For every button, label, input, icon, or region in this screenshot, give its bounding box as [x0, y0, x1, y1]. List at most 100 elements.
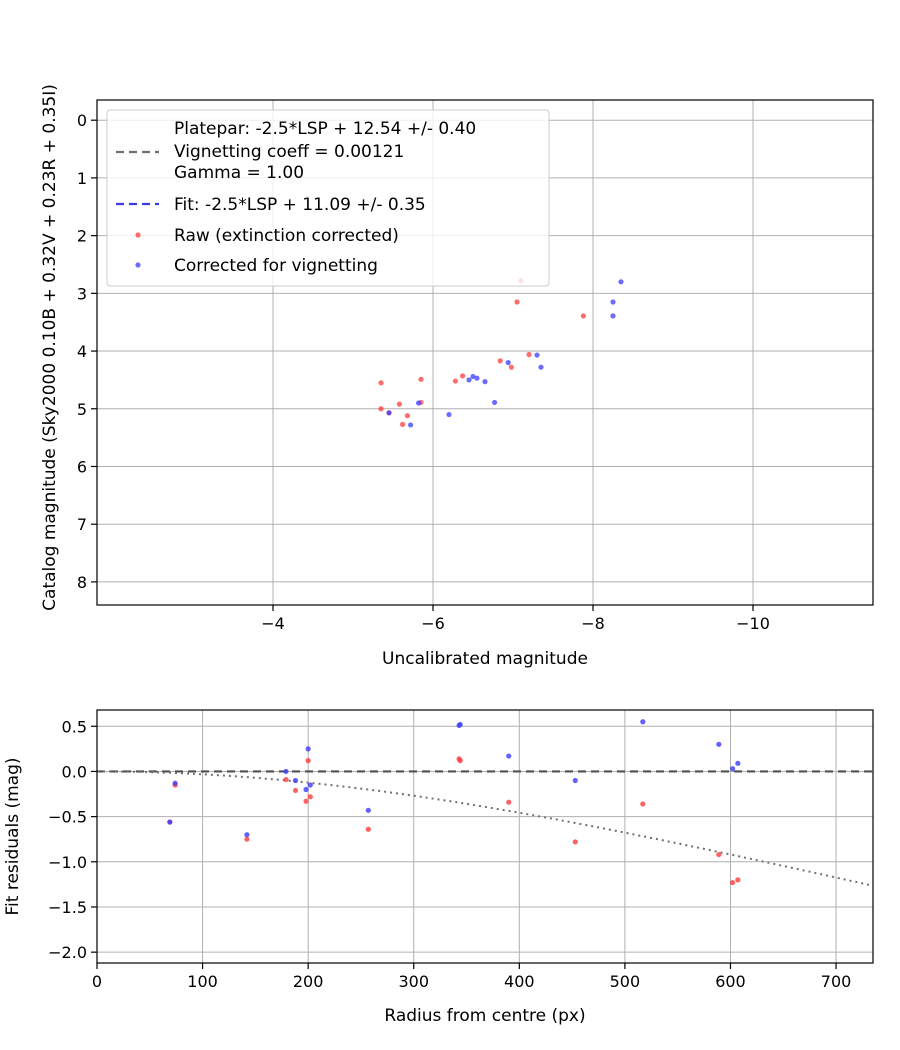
legend-label-fit: Fit: -2.5*LSP + 11.09 +/- 0.35 [174, 195, 426, 215]
corrected-point [610, 299, 616, 305]
corrected-point [492, 399, 498, 406]
top-x-tick-label: −8 [581, 614, 605, 633]
corrected-point [482, 379, 488, 385]
corrected-residual-point [172, 780, 178, 786]
bottom-y-tick-label: 0.5 [62, 717, 87, 736]
legend-label-platepar: Platepar: -2.5*LSP + 12.54 +/- 0.40 [174, 119, 476, 139]
raw-residual-point [640, 801, 646, 807]
top-y-tick-label: 1 [77, 169, 87, 188]
top-x-tick-label: −6 [421, 614, 445, 633]
top-y-tick-label: 7 [77, 515, 87, 534]
top-y-tick-label: 8 [77, 573, 87, 592]
raw-point [460, 373, 466, 379]
raw-point [418, 376, 424, 382]
corrected-residual-point [729, 766, 736, 772]
bottom-x-tick-label: 400 [504, 972, 535, 991]
bottom-x-tick-label: 0 [92, 972, 102, 991]
corrected-residual-point [305, 746, 311, 752]
corrected-residual-point [506, 753, 512, 759]
bottom-ticks: 0 100 200 300 400 500 600 700 0.5 0.0 −0.5 −1.0 −1.5… [48, 717, 851, 991]
bottom-scatter-points [167, 719, 741, 886]
corrected-residual-point [283, 768, 289, 775]
top-y-tick-label: 0 [77, 111, 87, 130]
corrected-point [446, 411, 452, 418]
corrected-residual-point [292, 777, 299, 784]
top-y-tick-label: 3 [77, 284, 87, 303]
corrected-point [505, 360, 511, 366]
bottom-reference-lines [96, 770, 874, 887]
bottom-y-tick-label: −0.5 [48, 808, 87, 827]
raw-point [580, 313, 587, 319]
top-y-tick-label: 2 [77, 227, 87, 246]
raw-residual-point [303, 798, 309, 804]
raw-residual-point [457, 758, 463, 764]
raw-point [400, 421, 406, 427]
corrected-point [534, 352, 540, 358]
bottom-y-tick-label: 0.0 [62, 762, 87, 781]
top-axes-frame [96, 99, 874, 606]
top-y-tick-label: 6 [77, 457, 87, 476]
top-x-tick-label: −4 [261, 614, 285, 633]
corrected-residual-point [457, 721, 463, 728]
raw-point [514, 299, 520, 305]
bottom-x-tick-label: 500 [610, 972, 641, 991]
corrected-residual-point [640, 719, 646, 725]
corrected-residual-point [735, 760, 741, 766]
bottom-y-axis-label: Fit residuals (mag) [3, 758, 23, 916]
corrected-point [470, 373, 476, 380]
corrected-point [474, 375, 480, 381]
raw-residual-point [244, 836, 250, 842]
top-grid [97, 100, 873, 605]
corrected-point [466, 377, 472, 383]
raw-residual-point [572, 839, 578, 845]
corrected-point [610, 313, 616, 319]
raw-residual-point [305, 758, 311, 764]
legend-label-vignetting: Vignetting coeff = 0.00121 [174, 142, 404, 162]
top-y-tick-label: 4 [77, 342, 87, 361]
raw-point [396, 401, 402, 407]
corrected-point [416, 400, 422, 406]
raw-point [378, 406, 384, 412]
top-x-axis-label: Uncalibrated magnitude [382, 649, 588, 669]
raw-point [452, 378, 458, 384]
corrected-residual-point [244, 832, 250, 838]
bottom-x-axis-label: Radius from centre (px) [384, 1006, 585, 1026]
raw-residual-point [729, 879, 736, 886]
corrected-residual-point [167, 819, 173, 825]
top-y-axis-label: Catalog magnitude (Sky2000 0.10B + 0.32V… [40, 84, 60, 611]
corrected-point [408, 422, 414, 428]
legend-corrected-marker [135, 262, 141, 268]
bottom-y-tick-label: −1.5 [48, 898, 87, 917]
legend-box [106, 109, 550, 287]
top-x-tick-label: −10 [736, 614, 770, 633]
raw-residual-point [365, 826, 371, 832]
corrected-residual-point [365, 807, 371, 813]
corrected-residual-point [303, 786, 309, 793]
raw-residual-point [307, 794, 313, 800]
corrected-point [618, 279, 624, 285]
corrected-point [538, 364, 544, 370]
bottom-x-tick-label: 300 [398, 972, 429, 991]
raw-residual-point [292, 787, 299, 794]
raw-residual-point [506, 799, 512, 805]
raw-point [378, 380, 384, 386]
corrected-residual-point [572, 777, 578, 784]
bottom-plot: 0 100 200 300 400 500 600 700 0.5 0.0 −0.5 −1.0 −1.5… [3, 709, 874, 1026]
raw-residual-point [283, 776, 289, 783]
top-ticks: −4 −6 −8 −10 0 1 2 3 4 5 6 7 8 [77, 111, 770, 633]
raw-point [526, 351, 532, 358]
raw-point [497, 358, 503, 364]
raw-residual-point [735, 877, 741, 883]
bottom-x-tick-label: 100 [187, 972, 218, 991]
corrected-residual-point [307, 782, 313, 788]
top-y-tick-label: 5 [77, 400, 87, 419]
raw-point [508, 364, 514, 370]
bottom-axes-frame [96, 709, 874, 964]
bottom-grid [96, 710, 873, 963]
top-plot: −4 −6 −8 −10 0 1 2 3 4 5 6 7 8 Uncalibrated magnitud… [40, 84, 874, 669]
raw-point [404, 413, 410, 419]
bottom-x-tick-label: 700 [821, 972, 852, 991]
vignetting-model-curve [96, 770, 874, 887]
bottom-x-tick-label: 600 [715, 972, 746, 991]
